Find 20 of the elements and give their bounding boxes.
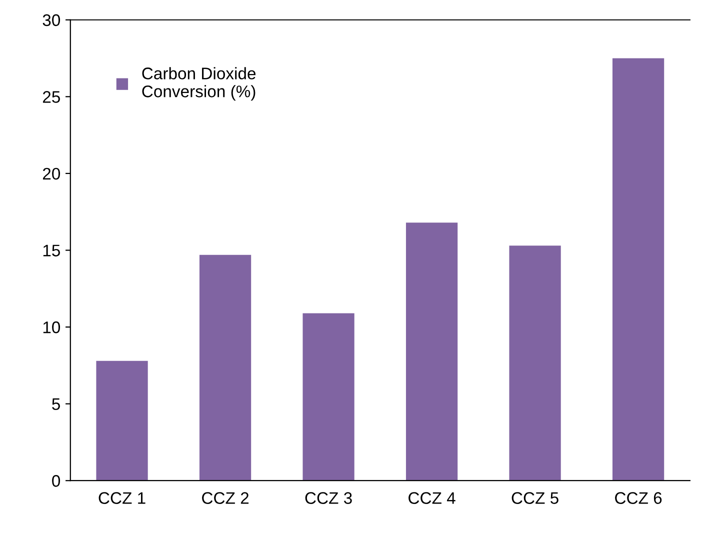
x-tick-label: CCZ 5: [512, 492, 558, 504]
bar: [96, 360, 148, 481]
legend-label: Carbon Dioxide Conversion (%): [142, 67, 256, 101]
y-tick-label: 30: [42, 14, 60, 26]
y-tick-label: 5: [52, 398, 60, 410]
x-tick-label: CCZ 6: [615, 492, 662, 504]
x-tick-label: CCZ 4: [408, 492, 456, 504]
x-tick-label: CCZ 1: [98, 492, 146, 504]
y-tick-label: 10: [43, 321, 60, 334]
x-tick-label: CCZ 2: [202, 492, 249, 504]
bar: [199, 254, 252, 481]
y-tick-label: 25: [42, 91, 60, 103]
y-tick-label: 0: [52, 475, 60, 487]
bar: [302, 313, 354, 481]
bar: [509, 246, 561, 481]
y-tick-label: 15: [43, 244, 60, 256]
bar: [612, 58, 664, 481]
bar: [406, 222, 458, 481]
y-tick-label: 20: [42, 168, 60, 180]
x-tick-label: CCZ 3: [305, 492, 352, 504]
